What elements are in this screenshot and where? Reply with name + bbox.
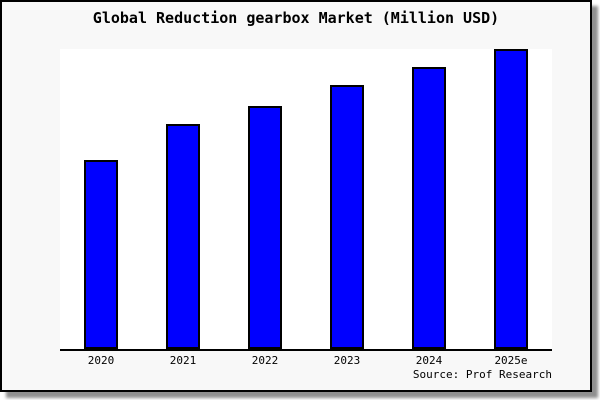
chart-frame: Global Reduction gearbox Market (Million… bbox=[0, 0, 592, 392]
bar-2025e bbox=[494, 49, 528, 349]
x-tick-label-2020: 2020 bbox=[87, 354, 115, 367]
x-axis: 2020 2021 2022 2023 2024 2025e bbox=[60, 354, 552, 368]
x-tick-label-2025e: 2025e bbox=[494, 354, 528, 367]
x-tick-label-2022: 2022 bbox=[251, 354, 279, 367]
x-tick-label-2021: 2021 bbox=[169, 354, 197, 367]
bar-2021 bbox=[166, 124, 200, 349]
plot-area bbox=[60, 49, 552, 351]
x-tick-label-2023: 2023 bbox=[333, 354, 361, 367]
bar-2022 bbox=[248, 106, 282, 349]
chart-title: Global Reduction gearbox Market (Million… bbox=[92, 9, 500, 27]
bar-2024 bbox=[412, 67, 446, 349]
bar-2020 bbox=[84, 160, 118, 349]
x-tick-label-2024: 2024 bbox=[415, 354, 443, 367]
bar-2023 bbox=[330, 85, 364, 349]
source-credit: Source: Prof Research bbox=[412, 368, 552, 381]
